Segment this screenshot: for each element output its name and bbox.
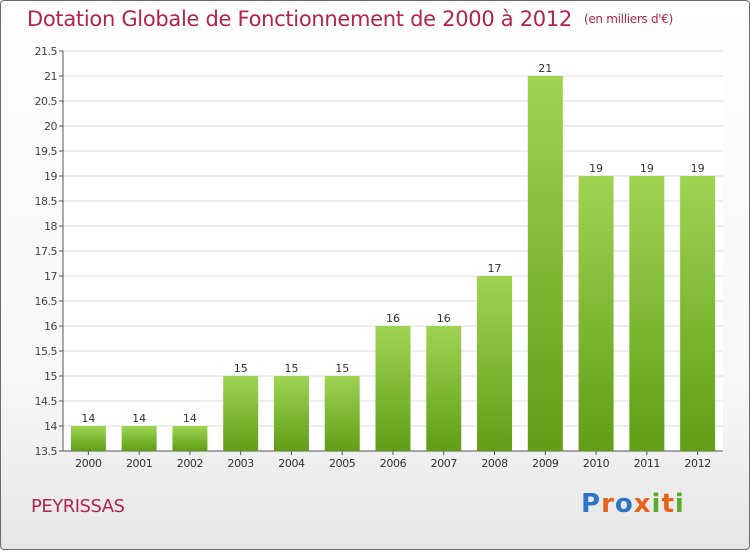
y-tick-label: 14.5 [35,395,58,408]
y-tick-label: 19 [44,170,57,183]
unit-label: (en milliers d'€) [583,12,673,26]
y-tick-label: 20.5 [35,95,58,108]
logo-letter: r [601,489,615,519]
data-label: 14 [132,412,146,425]
proxiti-logo: Proxiti [581,489,685,519]
data-label: 15 [335,362,349,375]
bar [121,426,157,451]
data-label: 14 [183,412,197,425]
y-tick-label: 13.5 [35,445,58,458]
bar [527,76,563,451]
x-tick-label: 2010 [583,457,610,470]
y-tick-label: 14 [44,420,57,433]
data-label: 14 [81,412,95,425]
data-label: 19 [691,162,705,175]
data-label: 16 [437,312,451,325]
x-tick-label: 2002 [177,457,203,470]
chart-title: Dotation Globale de Fonctionnement de 20… [27,7,673,31]
bar [426,326,462,451]
bar [375,326,411,451]
bar [578,176,614,451]
title-text: Dotation Globale de Fonctionnement de 20… [27,7,572,31]
bar [324,376,360,451]
logo-letter: x [633,489,652,519]
x-tick-label: 2001 [126,457,152,470]
logo-letter: i [651,489,662,519]
y-tick-label: 21.5 [35,45,58,58]
x-tick-label: 2006 [380,457,407,470]
y-tick-label: 19.5 [35,145,58,158]
data-label: 19 [589,162,603,175]
data-label: 16 [386,312,400,325]
y-tick-label: 16.5 [35,295,58,308]
bar [223,376,259,451]
y-tick-label: 15.5 [35,345,58,358]
y-tick-label: 18.5 [35,195,58,208]
x-tick-label: 2003 [227,457,254,470]
bar [629,176,665,451]
logo-letter: P [581,489,602,519]
x-tick-label: 2000 [75,457,102,470]
y-tick-label: 17 [44,270,57,283]
x-tick-label: 2012 [684,457,710,470]
commune-name: PEYRISSAS [31,496,125,517]
x-tick-label: 2004 [278,457,305,470]
y-tick-label: 17.5 [35,245,58,258]
x-tick-label: 2008 [481,457,508,470]
data-label: 21 [538,62,552,75]
x-tick-label: 2007 [431,457,458,470]
bar [70,426,106,451]
x-tick-label: 2005 [329,457,356,470]
y-tick-label: 16 [44,320,57,333]
x-tick-label: 2011 [634,457,660,470]
data-label: 15 [284,362,298,375]
y-tick-label: 15 [44,370,57,383]
logo-letter: t [661,489,675,519]
data-label: 17 [488,262,502,275]
data-label: 19 [640,162,654,175]
bar [172,426,208,451]
y-tick-label: 18 [44,220,57,233]
bar [680,176,716,451]
y-tick-label: 20 [44,120,57,133]
logo-letter: i [674,489,685,519]
x-tick-label: 2009 [532,457,559,470]
bar [273,376,309,451]
data-label: 15 [234,362,248,375]
logo-letter: o [614,489,634,519]
y-tick-label: 21 [44,70,57,83]
bar [477,276,513,451]
